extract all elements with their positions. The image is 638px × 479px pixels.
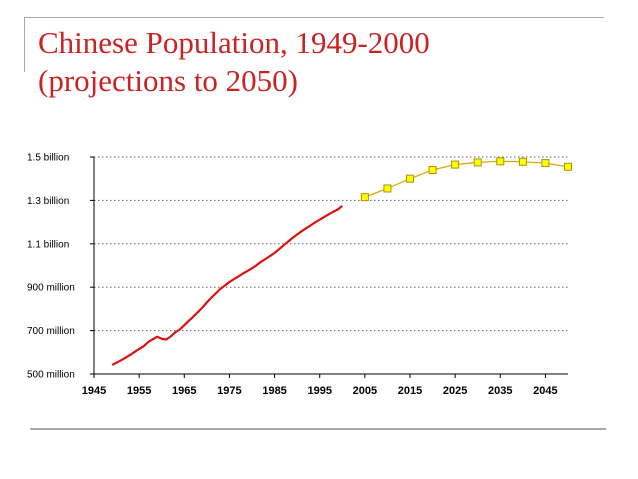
slide-title-line-1: Chinese Population, 1949-2000 (38, 25, 430, 60)
x-tick-label: 1975 (217, 385, 241, 397)
x-tick-label: 2045 (533, 385, 557, 397)
projection-marker (383, 184, 392, 193)
projection-marker (496, 157, 505, 166)
projection-marker (518, 157, 527, 166)
y-tick-label: 1.5 billion (27, 153, 69, 164)
x-tick-label: 2005 (353, 385, 377, 397)
slide-title-line-2: (projections to 2050) (38, 63, 299, 98)
projection-marker (406, 174, 414, 183)
x-tick-label: 2035 (488, 385, 512, 397)
x-tick-label: 2025 (443, 385, 467, 397)
projection-marker (473, 158, 482, 167)
decorative-bottom-line (30, 428, 606, 430)
slide-title: Chinese Population, 1949-2000 (projectio… (38, 24, 598, 100)
x-tick-label: 1995 (307, 385, 331, 397)
y-tick-label: 1.3 billion (27, 196, 69, 207)
x-tick-label: 1955 (127, 385, 151, 397)
x-tick-label: 1945 (82, 385, 106, 397)
projection-marker (428, 166, 437, 175)
y-tick-label: 1.1 billion (27, 239, 69, 250)
y-tick-label: 900 million (27, 283, 75, 294)
decorative-left-bar (24, 17, 25, 72)
projection-marker (564, 162, 572, 171)
x-tick-label: 2015 (398, 385, 422, 397)
projection-population-line (364, 160, 569, 198)
decorative-top-line (24, 17, 604, 18)
projection-marker (541, 159, 550, 168)
projection-marker (451, 160, 460, 169)
x-tick-label: 1985 (262, 385, 286, 397)
projection-marker (360, 193, 369, 202)
x-tick-label: 1965 (172, 385, 196, 397)
y-tick-label: 500 million (27, 370, 75, 381)
historical-population-line (111, 204, 343, 366)
y-tick-label: 700 million (27, 326, 75, 337)
